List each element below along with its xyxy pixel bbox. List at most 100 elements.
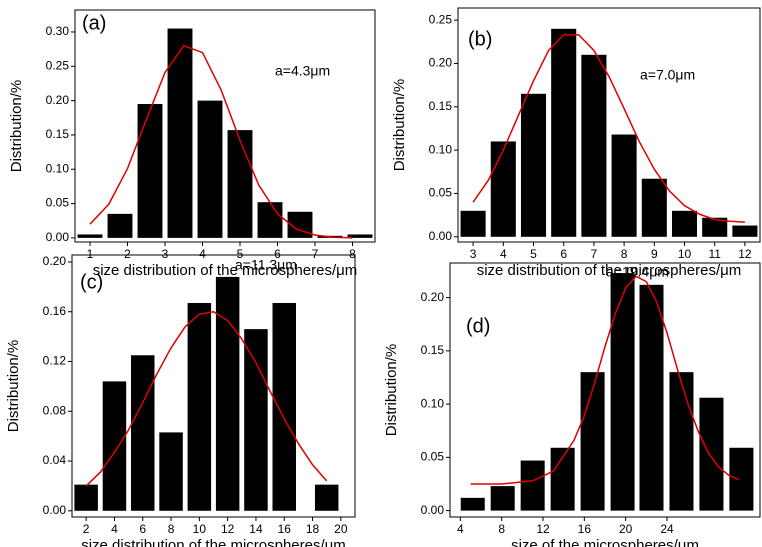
panel-label: (d) [466,315,490,337]
bar [107,213,133,238]
y-tick-label: 0.25 [46,58,70,72]
bar [159,432,183,511]
plot-frame [74,9,376,243]
x-tick-label: 16 [578,522,592,536]
x-tick-label: 12 [221,522,235,536]
y-tick-label: 0.15 [421,343,445,357]
bar [702,217,728,237]
bar [671,210,698,237]
x-tick-label: 20 [619,522,633,536]
bar [669,372,694,511]
bar [460,210,486,237]
x-tick-label: 4 [111,522,118,536]
y-tick-label: 0.04 [43,453,67,467]
x-tick-label: 8 [168,522,175,536]
annotation: a=19.4μm [606,264,669,280]
bar [611,134,637,237]
bar [581,54,607,237]
bar [641,178,667,237]
x-axis-label: size distribution of the microspheres/μm [93,262,358,279]
y-tick-label: 0.20 [43,254,67,268]
fit-curve [470,275,740,485]
y-tick-label: 0.15 [429,99,453,113]
bar [729,447,754,511]
y-axis-label: Distribution/% [5,340,22,433]
y-tick-label: 0.00 [46,230,70,244]
x-tick-label: 12 [738,247,752,261]
bar [314,484,339,511]
x-tick-label: 12 [536,522,550,536]
bar [490,486,515,511]
panel-label: (a) [82,12,106,34]
y-axis-label: Distribution/% [383,344,400,437]
x-tick-label: 16 [278,522,292,536]
x-tick-label: 3 [470,247,477,261]
y-tick-label: 0.00 [429,229,453,243]
fit-curve [472,34,745,223]
x-tick-label: 5 [530,247,537,261]
panel: 0.00 0.05 0.10 0.15 0.20 0.25 0.30 1 2 3 4 5 6 7 8size… [8,9,376,279]
bar [187,303,212,511]
y-tick-label: 0.15 [46,127,70,141]
x-tick-label: 7 [591,247,598,261]
annotation: a=4.3μm [275,63,330,79]
x-tick-label: 8 [621,247,628,261]
y-tick-label: 0.05 [421,450,445,464]
x-tick-label: 5 [237,247,244,261]
y-tick-label: 0.20 [421,290,445,304]
bar [215,276,240,511]
x-tick-label: 2 [124,247,131,261]
y-axis-label: Distribution/% [8,80,25,173]
bar [227,130,253,238]
bar [520,93,547,237]
bar [520,460,545,511]
y-tick-label: 0.12 [43,354,67,368]
y-tick-label: 0.10 [429,142,453,156]
x-tick-label: 3 [162,247,169,261]
plot-frame [449,262,761,518]
y-tick-label: 0.00 [43,503,67,517]
annotation: a=11.3μm [235,257,297,273]
x-tick-label: 7 [312,247,319,261]
y-tick-label: 0.00 [421,503,445,517]
bar [347,234,373,238]
bar [460,497,485,511]
bar [77,234,103,238]
x-tick-label: 2 [83,522,90,536]
bar [74,484,98,511]
x-tick-label: 11 [708,247,721,261]
x-tick-label: 10 [193,522,207,536]
panel: 0.00 0.05 0.10 0.15 0.20 0.25 3 4 5 6 7 8 9 10 11 12siz… [391,7,761,279]
x-tick-label: 8 [498,522,505,536]
y-tick-label: 0.30 [46,24,70,38]
panel: 0.00 0.04 0.08 0.12 0.16 0.20 2 4 6 8 10 12 14 16 18 20… [5,254,356,547]
x-tick-label: 18 [306,522,320,536]
bar [699,397,724,511]
bar [244,329,268,511]
x-tick-label: 24 [660,522,674,536]
x-tick-label: 4 [199,247,206,261]
x-axis-label: size distribution of the microspheres/μm [477,262,742,279]
x-tick-label: 4 [457,522,464,536]
bar [131,355,155,511]
x-tick-label: 6 [274,247,281,261]
y-tick-label: 0.10 [421,396,445,410]
fit-curve [89,44,353,239]
plot-frame [457,7,761,243]
x-tick-label: 6 [560,247,567,261]
y-tick-label: 0.20 [46,93,70,107]
bar [102,381,127,511]
bar [257,202,283,238]
x-tick-label: 14 [249,522,263,536]
y-tick-label: 0.20 [429,56,453,70]
bar [580,372,605,511]
panel-label: (b) [468,28,492,50]
bar [551,28,577,237]
x-tick-label: 8 [349,247,356,261]
x-tick-label: 10 [678,247,692,261]
x-tick-label: 4 [500,247,507,261]
x-axis-label: size of the microspheres/μm [511,537,699,547]
annotation: a=7.0μm [640,67,695,83]
